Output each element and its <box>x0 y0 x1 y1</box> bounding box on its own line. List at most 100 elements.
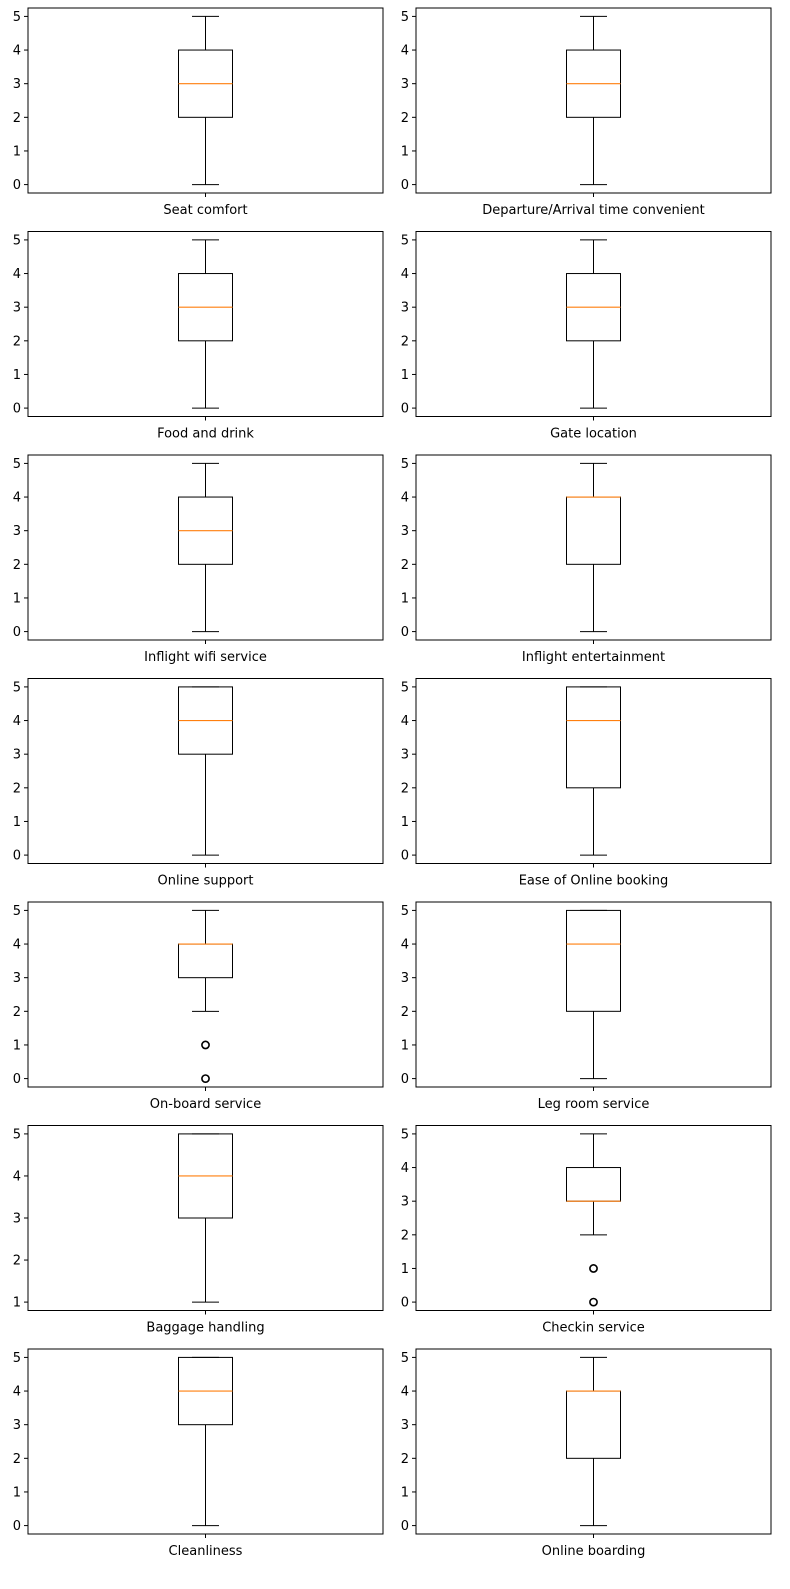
y-tick-label: 3 <box>401 748 409 763</box>
outlier-point <box>589 1264 598 1273</box>
x-axis-label: Inflight entertainment <box>522 650 665 665</box>
y-tick-label: 5 <box>13 904 21 919</box>
boxplot-panel: 0 1 2 3 4 5 Checkin service <box>401 1125 772 1336</box>
boxplot-panel: 0 1 2 3 4 5 On-board service <box>13 901 384 1112</box>
y-tick-label: 3 <box>401 971 409 986</box>
y-tick-label: 2 <box>401 558 409 573</box>
boxplot-panel: 0 1 2 3 4 5 Food and drink <box>13 231 384 442</box>
y-tick-label: 5 <box>13 1351 21 1366</box>
y-tick-label: 2 <box>13 781 21 796</box>
y-tick-label: 4 <box>13 714 21 729</box>
x-axis-label: Inflight wifi service <box>144 650 267 665</box>
y-tick-label: 2 <box>13 558 21 573</box>
y-tick-label: 3 <box>401 1195 409 1210</box>
y-tick-label: 0 <box>13 1519 21 1534</box>
y-tick-label: 3 <box>13 748 21 763</box>
boxplot-panel: 0 1 2 3 4 5 Seat comfort <box>13 7 384 218</box>
y-tick-label: 4 <box>401 267 409 282</box>
y-tick-label: 5 <box>13 1127 21 1142</box>
y-tick-label: 1 <box>13 591 21 606</box>
iqr-box <box>566 686 621 789</box>
outlier-point <box>201 1074 210 1083</box>
y-tick-label: 2 <box>13 1452 21 1467</box>
y-tick-label: 2 <box>401 781 409 796</box>
boxplot-panel: 0 1 2 3 4 5 Departure/Arrival time convenient <box>401 7 772 218</box>
outlier-point <box>201 1040 210 1050</box>
boxplot-panel: 0 1 2 3 4 5 Cleanliness <box>13 1348 384 1559</box>
y-tick-label: 0 <box>401 178 409 193</box>
y-tick-label: 4 <box>401 938 409 953</box>
boxplot-panel: 0 1 2 3 4 5 Online boarding <box>401 1348 772 1559</box>
y-tick-label: 1 <box>401 1262 409 1277</box>
y-tick-label: 4 <box>401 1385 409 1400</box>
y-tick-label: 1 <box>401 1485 409 1500</box>
y-tick-label: 5 <box>401 233 409 248</box>
boxplot-panel: 1 2 3 4 5 Baggage handling <box>13 1125 384 1336</box>
x-axis-label: Online support <box>158 874 254 889</box>
y-tick-label: 0 <box>401 625 409 640</box>
y-tick-label: 1 <box>401 815 409 830</box>
y-tick-label: 0 <box>13 178 21 193</box>
y-tick-label: 5 <box>13 233 21 248</box>
y-tick-label: 1 <box>13 815 21 830</box>
y-tick-label: 0 <box>401 402 409 417</box>
y-tick-label: 4 <box>401 1161 409 1176</box>
y-tick-label: 2 <box>401 111 409 126</box>
y-tick-label: 4 <box>401 44 409 59</box>
y-tick-label: 2 <box>13 334 21 349</box>
y-tick-label: 2 <box>13 111 21 126</box>
y-tick-label: 1 <box>401 144 409 159</box>
y-tick-label: 2 <box>401 1452 409 1467</box>
y-tick-label: 0 <box>13 625 21 640</box>
y-tick-label: 4 <box>13 938 21 953</box>
y-tick-label: 3 <box>401 77 409 92</box>
boxplot-panel: 0 1 2 3 4 5 Gate location <box>401 231 772 442</box>
x-axis-label: Leg room service <box>538 1097 650 1112</box>
y-tick-label: 2 <box>401 334 409 349</box>
x-axis-label: Seat comfort <box>163 203 247 218</box>
x-axis-label: Departure/Arrival time convenient <box>482 203 704 218</box>
y-tick-label: 2 <box>401 1228 409 1243</box>
y-tick-label: 4 <box>401 491 409 506</box>
y-tick-label: 0 <box>401 849 409 864</box>
outlier-point <box>589 1297 598 1307</box>
x-axis-label: Food and drink <box>157 427 254 442</box>
y-tick-label: 3 <box>13 77 21 92</box>
boxplot-panel: 0 1 2 3 4 5 Inflight wifi service <box>13 454 384 665</box>
y-tick-label: 1 <box>401 1038 409 1053</box>
y-tick-label: 3 <box>13 1418 21 1433</box>
y-tick-label: 3 <box>13 524 21 539</box>
y-tick-label: 4 <box>13 1385 21 1400</box>
boxplot-panel: 0 1 2 3 4 5 Online support <box>13 678 384 889</box>
boxplot-panel: 0 1 2 3 4 5 Leg room service <box>401 901 772 1112</box>
x-axis-label: Gate location <box>550 427 637 442</box>
y-tick-label: 5 <box>401 1127 409 1142</box>
y-tick-label: 5 <box>13 10 21 25</box>
x-axis-label: On-board service <box>150 1097 261 1112</box>
y-tick-label: 5 <box>13 680 21 695</box>
y-tick-label: 3 <box>13 301 21 316</box>
y-tick-label: 3 <box>401 301 409 316</box>
x-axis-label: Cleanliness <box>169 1544 243 1559</box>
y-tick-label: 4 <box>13 1169 21 1184</box>
y-tick-label: 1 <box>13 144 21 159</box>
y-tick-label: 1 <box>13 1485 21 1500</box>
y-tick-label: 5 <box>401 457 409 472</box>
y-tick-label: 0 <box>401 1296 409 1311</box>
y-tick-label: 3 <box>401 524 409 539</box>
y-tick-label: 5 <box>401 10 409 25</box>
y-tick-label: 0 <box>401 1072 409 1087</box>
y-tick-label: 1 <box>401 591 409 606</box>
x-axis-label: Checkin service <box>542 1321 645 1336</box>
y-tick-label: 5 <box>401 1351 409 1366</box>
y-tick-label: 0 <box>13 849 21 864</box>
y-tick-label: 2 <box>13 1005 21 1020</box>
y-tick-label: 0 <box>401 1519 409 1534</box>
iqr-box <box>566 1390 621 1459</box>
x-axis-label: Ease of Online booking <box>519 874 669 889</box>
iqr-box <box>566 496 621 565</box>
y-tick-label: 3 <box>13 1212 21 1227</box>
y-tick-label: 2 <box>13 1254 21 1269</box>
y-tick-label: 4 <box>13 491 21 506</box>
